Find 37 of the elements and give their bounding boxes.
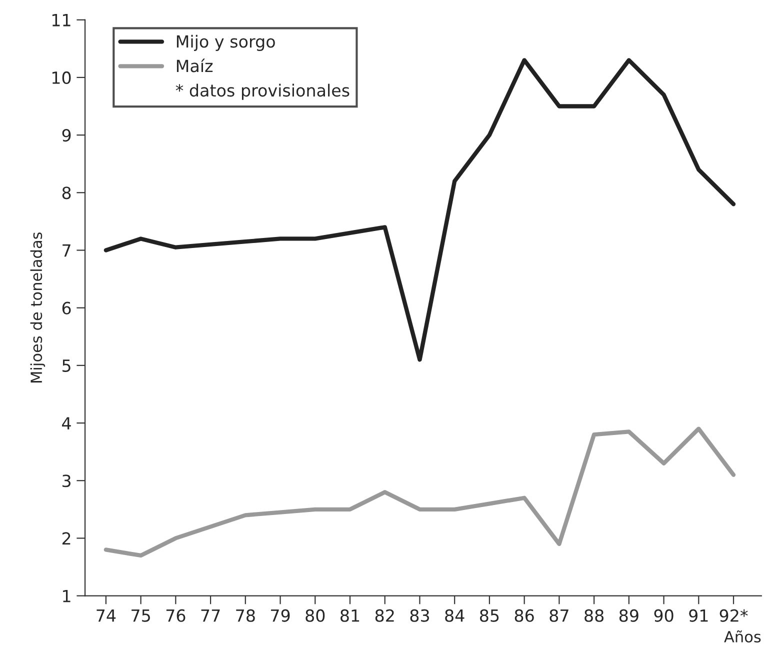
x-tick-label: 76 bbox=[166, 609, 186, 622]
legend-label: Mijo y sorgo bbox=[176, 34, 275, 51]
legend-label: Maíz bbox=[176, 58, 213, 72]
y-tick-label: 9 bbox=[62, 129, 71, 142]
y-tick-label: 11 bbox=[52, 14, 70, 26]
y-tick-label: 2 bbox=[62, 532, 70, 545]
y-tick-label: 4 bbox=[62, 417, 71, 430]
x-tick-label: 92* bbox=[720, 609, 748, 622]
y-axis-title: Mijoes de toneladas bbox=[30, 232, 46, 382]
x-tick-label: 85 bbox=[480, 609, 499, 622]
x-tick-label: 74 bbox=[96, 610, 116, 622]
x-tick-label: 82 bbox=[375, 609, 394, 622]
x-tick-label: 88 bbox=[584, 609, 604, 622]
y-tick-label: 1 bbox=[63, 590, 70, 602]
x-tick-label: 77 bbox=[201, 610, 220, 622]
x-tick-label: 91 bbox=[689, 609, 708, 622]
y-tick-label: 8 bbox=[62, 186, 71, 200]
x-tick-label: 87 bbox=[550, 609, 568, 622]
y-tick-label: 7 bbox=[62, 244, 70, 257]
line-series bbox=[104, 426, 736, 558]
y-tick-label: 10 bbox=[52, 71, 71, 84]
y-tick-label: 5 bbox=[62, 360, 70, 372]
x-tick-label: 84 bbox=[445, 609, 464, 622]
x-tick-label: 81 bbox=[340, 609, 360, 622]
annotation: * datos provisionales bbox=[176, 84, 350, 100]
x-tick-label: 78 bbox=[236, 609, 255, 622]
x-tick-label: 89 bbox=[619, 609, 638, 622]
x-tick-label: 90 bbox=[654, 609, 674, 622]
x-tick-label: 83 bbox=[410, 609, 429, 622]
x-tick-label: 75 bbox=[132, 610, 150, 622]
x-axis-title: Años bbox=[724, 630, 761, 643]
x-tick-label: 79 bbox=[271, 609, 290, 622]
x-tick-label: 86 bbox=[514, 609, 534, 622]
y-tick-label: 6 bbox=[62, 302, 71, 314]
x-tick-label: 80 bbox=[306, 609, 325, 622]
line-series bbox=[104, 58, 736, 362]
y-tick-label: 3 bbox=[62, 474, 70, 488]
